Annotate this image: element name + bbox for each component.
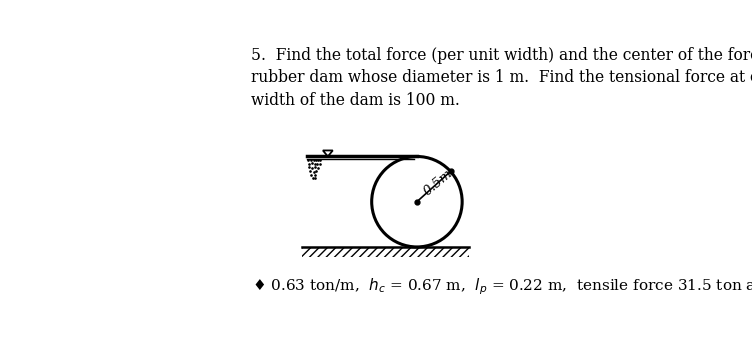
- Text: rubber dam whose diameter is 1 m.  Find the tensional force at each end if the: rubber dam whose diameter is 1 m. Find t…: [251, 69, 752, 86]
- Text: width of the dam is 100 m.: width of the dam is 100 m.: [251, 92, 460, 109]
- Text: 5.  Find the total force (per unit width) and the center of the force for the ci: 5. Find the total force (per unit width)…: [251, 47, 752, 64]
- Bar: [302, 247, 469, 257]
- Text: 0.5m: 0.5m: [422, 167, 456, 199]
- Text: ♦ 0.63 ton/m,  $h_c$ = 0.67 m,  $l_p$ = 0.22 m,  tensile force 31.5 ton at each : ♦ 0.63 ton/m, $h_c$ = 0.67 m, $l_p$ = 0.…: [252, 277, 752, 297]
